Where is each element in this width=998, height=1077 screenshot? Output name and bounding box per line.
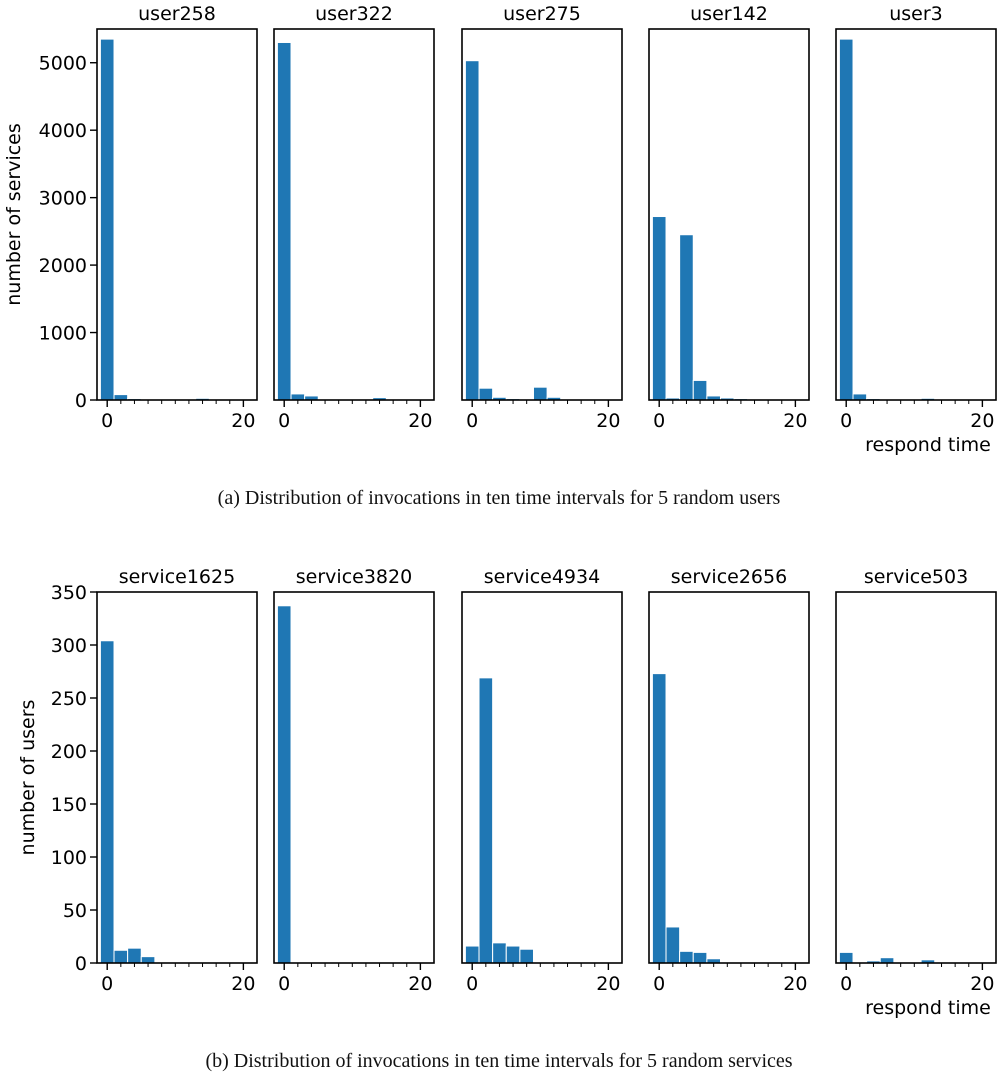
chart-a-user322-bar <box>276 41 292 401</box>
chart-a-user3-x-axis-label: respond time <box>865 434 991 456</box>
chart-a-user142-x-tick-label: 0 <box>653 410 665 432</box>
chart-a-user3-title: user3 <box>889 3 943 25</box>
chart-a-user258-bar <box>113 394 129 401</box>
chart-b-service1625-y-tick-label: 300 <box>51 635 87 657</box>
chart-b-service4934-bar <box>478 677 494 964</box>
chart-a-user275-bar <box>532 386 548 401</box>
chart-a-user258-y-tick-label: 0 <box>75 390 87 412</box>
chart-b-service1625-y-tick-label: 250 <box>51 688 87 710</box>
chart-b-service2656-title: service2656 <box>671 566 787 588</box>
chart-a-user322-frame <box>273 28 435 401</box>
chart-b-service1625-title: service1625 <box>119 566 235 588</box>
chart-a-user322-title: user322 <box>315 3 393 25</box>
chart-a-user142-bar <box>679 234 694 401</box>
chart-a-user258-y-tick-label: 2000 <box>39 255 87 277</box>
chart-b-service1625-bar <box>140 956 156 964</box>
chart-a-user3-frame <box>835 28 997 401</box>
caption-b: (b) Distribution of invocations in ten t… <box>205 1050 793 1072</box>
chart-a-user142-bar <box>651 216 667 401</box>
chart-a-user3-x-tick-label: 20 <box>970 410 994 432</box>
chart-b-service4934-x-tick-label: 20 <box>596 973 620 995</box>
chart-a-user275-x-tick-label: 0 <box>466 410 478 432</box>
chart-a-user142-frame <box>648 28 810 401</box>
chart-b-service3820-bar <box>276 605 292 964</box>
chart-a-user258-x-tick-label: 20 <box>231 410 255 432</box>
chart-a-user275-title: user275 <box>503 3 581 25</box>
chart-a-user142-bar <box>692 379 708 401</box>
chart-a-user3-bar <box>838 38 854 401</box>
chart-b-service3820-x-tick-label: 20 <box>408 973 432 995</box>
chart-a-user142-x-tick-label: 20 <box>783 410 807 432</box>
chart-b-service503-x-tick-label: 0 <box>840 973 852 995</box>
chart-a-y-axis-label: number of services <box>3 123 25 306</box>
chart-b-service1625-y-tick-label: 200 <box>51 741 87 763</box>
chart-a-user258-y-tick-label: 4000 <box>39 120 87 142</box>
chart-a-user275-bar <box>478 387 494 401</box>
chart-a-user258-y-tick-label: 3000 <box>39 188 87 210</box>
chart-b-service1625-y-tick-label: 150 <box>51 794 87 816</box>
chart-a-user142-title: user142 <box>690 3 768 25</box>
chart-a-user3-x-tick-label: 0 <box>840 410 852 432</box>
chart-a-user275-frame <box>461 28 623 401</box>
chart-b-service1625-y-tick-label: 0 <box>75 953 87 975</box>
chart-b-service3820-title: service3820 <box>296 566 412 588</box>
chart-b-service1625-frame <box>96 591 258 964</box>
chart-b-service503-x-axis-label: respond time <box>865 997 991 1019</box>
chart-b-service2656-bar <box>679 950 694 964</box>
chart-b-service1625-y-tick-label: 350 <box>51 582 87 604</box>
chart-b-service2656-bar <box>692 951 708 964</box>
chart-b-service4934-bar <box>464 945 480 964</box>
chart-a-user258-x-tick-label: 0 <box>101 410 113 432</box>
chart-b-service503-title: service503 <box>864 566 968 588</box>
chart-b-service1625-y-tick-label: 100 <box>51 847 87 869</box>
chart-b-service1625-bar <box>127 947 142 964</box>
chart-b-service2656-bar <box>651 673 667 964</box>
chart-b-service503-bar <box>838 951 854 964</box>
chart-b-service4934-bar <box>505 945 521 964</box>
chart-a-user258-title: user258 <box>138 3 216 25</box>
chart-b-service1625-bar <box>99 640 115 964</box>
chart-a-user258-y-tick-label: 1000 <box>39 323 87 345</box>
chart-a-user275-bar <box>464 60 480 401</box>
chart-b-service1625-x-tick-label: 0 <box>101 973 113 995</box>
chart-a-user322-x-tick-label: 20 <box>408 410 432 432</box>
chart-b-service2656-bar <box>665 926 681 964</box>
chart-a-user258-y-tick-label: 5000 <box>39 53 87 75</box>
chart-b-service1625-x-tick-label: 20 <box>231 973 255 995</box>
chart-b-service4934-frame <box>461 591 623 964</box>
chart-b-service1625-bar <box>113 949 129 964</box>
chart-b-service2656-x-tick-label: 20 <box>783 973 807 995</box>
chart-b-service1625-y-tick-label: 50 <box>63 900 87 922</box>
chart-a-user3-bar <box>852 393 868 401</box>
chart-a-user258-bar <box>99 38 115 401</box>
chart-b-service4934-title: service4934 <box>484 566 600 588</box>
chart-a-user275-x-tick-label: 20 <box>596 410 620 432</box>
chart-a-user258-frame <box>96 28 258 401</box>
chart-b-y-axis-label: number of users <box>17 700 39 856</box>
chart-b-service3820-x-tick-label: 0 <box>278 973 290 995</box>
chart-b-service4934-x-tick-label: 0 <box>466 973 478 995</box>
chart-b-service3820-frame <box>273 591 435 964</box>
chart-b-service4934-bar <box>519 948 534 964</box>
chart-b-service503-frame <box>835 591 997 964</box>
caption-a: (a) Distribution of invocations in ten t… <box>217 487 781 509</box>
chart-b-service2656-frame <box>648 591 810 964</box>
chart-b-service4934-bar <box>492 942 507 964</box>
chart-b-service2656-x-tick-label: 0 <box>653 973 665 995</box>
chart-a-user322-x-tick-label: 0 <box>278 410 290 432</box>
chart-b-service503-x-tick-label: 20 <box>970 973 994 995</box>
chart-a-user322-bar <box>290 393 306 401</box>
